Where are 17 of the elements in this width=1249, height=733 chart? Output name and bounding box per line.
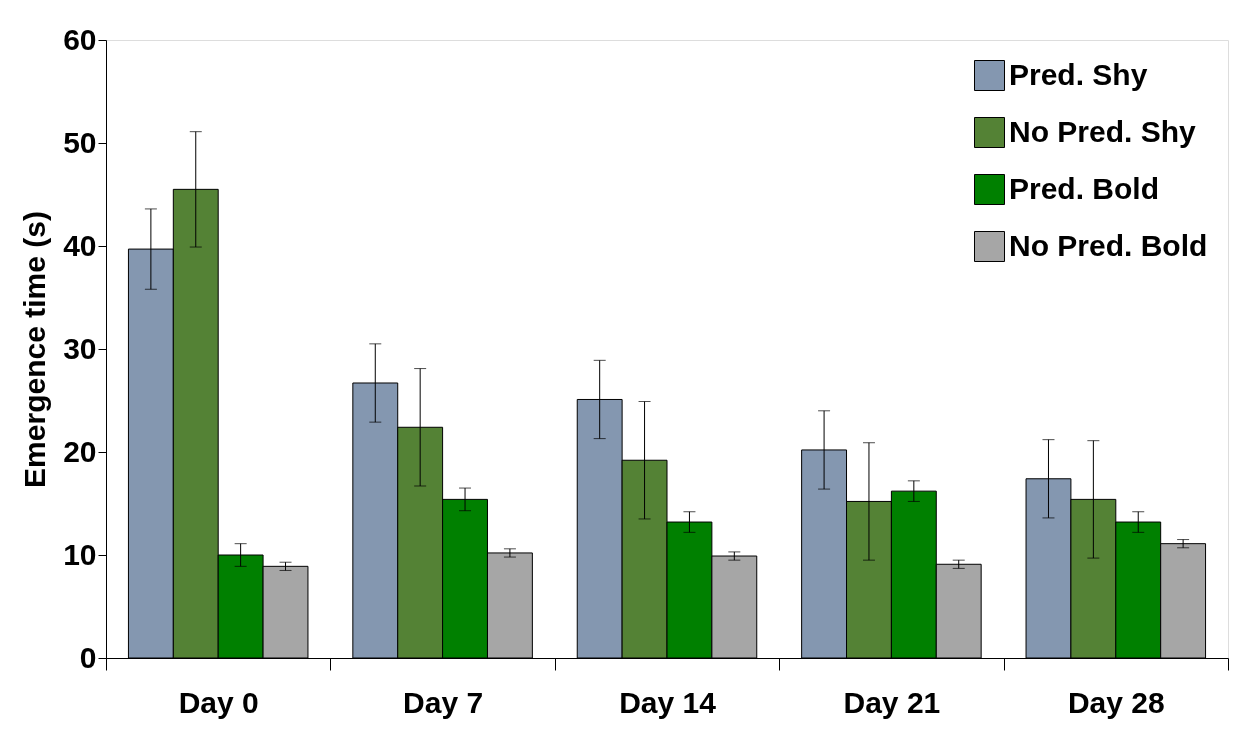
x-tick-label: Day 28 [1067, 685, 1165, 719]
legend-label: No Pred. Bold [1009, 228, 1208, 262]
y-tick-label: 20 [63, 434, 97, 468]
y-tick-label: 50 [63, 125, 97, 159]
y-tick-label: 60 [63, 22, 97, 56]
x-tick-label: Day 21 [843, 685, 941, 719]
legend-label: No Pred. Shy [1009, 114, 1197, 148]
x-tick-label: Day 0 [178, 685, 259, 719]
legend-label: Pred. Bold [1009, 171, 1160, 205]
y-tick-label: 40 [63, 228, 97, 262]
y-axis-title: Emergence time (s) [18, 211, 52, 488]
legend-label: Pred. Shy [1009, 57, 1148, 91]
y-tick-label: 10 [63, 537, 97, 571]
y-tick-label: 30 [63, 331, 97, 365]
y-tick-label: 0 [79, 640, 97, 674]
x-tick-label: Day 7 [403, 685, 484, 719]
x-tick-label: Day 14 [619, 685, 717, 719]
